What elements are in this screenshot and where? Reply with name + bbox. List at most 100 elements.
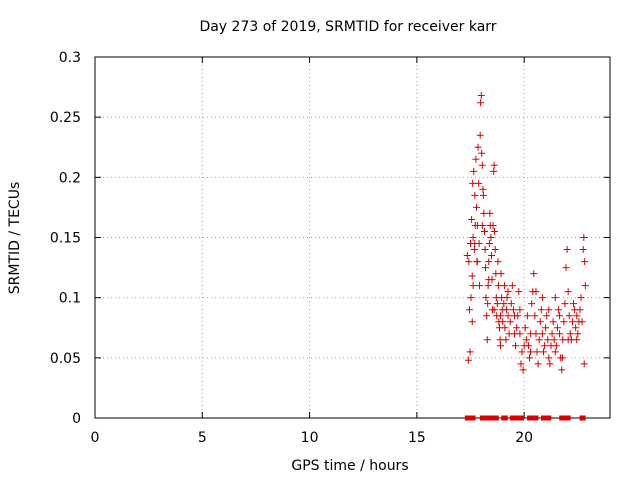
y-tick-label: 0.3 bbox=[59, 50, 81, 66]
data-point-mark bbox=[533, 348, 541, 356]
data-point-mark bbox=[469, 282, 477, 290]
zero-point-mark bbox=[530, 415, 536, 421]
data-point-mark bbox=[532, 288, 540, 296]
data-point-mark bbox=[535, 336, 543, 344]
y-tick-label: 0.05 bbox=[50, 351, 81, 367]
data-point-mark bbox=[564, 288, 572, 296]
data-point-mark bbox=[480, 209, 488, 217]
zero-point-mark bbox=[580, 415, 586, 421]
data-point-mark bbox=[506, 318, 514, 326]
zero-point-mark bbox=[540, 415, 546, 421]
zero-point-mark bbox=[527, 415, 533, 421]
data-point-mark bbox=[528, 300, 536, 308]
data-point-mark bbox=[485, 240, 493, 248]
x-tick-label: 10 bbox=[301, 430, 319, 446]
data-point-mark bbox=[476, 282, 484, 290]
data-point-mark bbox=[570, 300, 578, 308]
y-axis-label: SRMTID / TECUs bbox=[7, 182, 23, 295]
data-point-mark bbox=[572, 324, 580, 332]
data-point-mark bbox=[497, 342, 505, 350]
data-point-mark bbox=[550, 336, 558, 344]
data-point-mark bbox=[475, 179, 483, 187]
data-point-mark bbox=[481, 246, 489, 254]
zero-point-mark bbox=[533, 415, 539, 421]
data-point-mark bbox=[502, 336, 510, 344]
data-point-mark bbox=[543, 312, 551, 320]
data-point-mark bbox=[563, 246, 571, 254]
data-point-mark bbox=[516, 330, 524, 338]
data-point-mark bbox=[524, 342, 532, 350]
data-point-mark bbox=[513, 324, 521, 332]
data-point-mark bbox=[538, 294, 546, 302]
zero-point-mark bbox=[489, 415, 495, 421]
data-point-mark bbox=[504, 312, 512, 320]
data-point-mark bbox=[537, 306, 545, 314]
data-point-mark bbox=[470, 167, 478, 175]
data-point-mark bbox=[491, 246, 499, 254]
data-point-mark bbox=[466, 348, 474, 356]
data-point-mark bbox=[478, 149, 486, 157]
data-point-mark bbox=[465, 306, 473, 314]
data-point-mark bbox=[493, 300, 501, 308]
data-point-mark bbox=[491, 227, 499, 235]
zero-point-mark bbox=[502, 415, 508, 421]
zero-point-mark bbox=[485, 415, 491, 421]
data-point-mark bbox=[468, 215, 476, 223]
data-point-mark bbox=[553, 324, 561, 332]
data-point-mark bbox=[545, 306, 553, 314]
data-point-mark bbox=[494, 282, 502, 290]
data-point-mark bbox=[546, 360, 554, 368]
data-point-mark bbox=[532, 330, 540, 338]
x-tick-label: 20 bbox=[515, 430, 533, 446]
data-point-mark bbox=[488, 252, 496, 260]
data-point-mark bbox=[536, 318, 544, 326]
data-point-mark bbox=[527, 348, 535, 356]
data-point-mark bbox=[478, 161, 486, 169]
data-point-mark bbox=[530, 270, 538, 278]
zero-point-mark bbox=[479, 415, 485, 421]
data-point-mark bbox=[576, 306, 584, 314]
data-point-mark bbox=[468, 272, 476, 280]
x-tick-label: 5 bbox=[198, 430, 207, 446]
data-point-mark bbox=[581, 282, 589, 290]
data-point-mark bbox=[489, 221, 497, 229]
data-point-mark bbox=[470, 246, 478, 254]
data-point-mark bbox=[477, 99, 485, 107]
data-point-mark bbox=[490, 306, 498, 314]
y-tick-label: 0 bbox=[72, 411, 81, 427]
data-point-mark bbox=[558, 354, 566, 362]
data-point-mark bbox=[477, 92, 485, 100]
data-point-mark bbox=[504, 288, 512, 296]
data-point-mark bbox=[573, 312, 581, 320]
data-point-mark bbox=[515, 288, 523, 296]
data-point-mark bbox=[517, 360, 525, 368]
y-tick-labels: 0 0.05 0.1 0.15 0.2 0.25 0.3 bbox=[50, 50, 81, 427]
data-point-mark bbox=[561, 300, 569, 308]
plot-frame bbox=[94, 56, 611, 419]
zero-point-mark bbox=[512, 415, 518, 421]
data-point-mark bbox=[465, 258, 473, 266]
data-point-mark bbox=[484, 300, 492, 308]
data-point-mark bbox=[542, 324, 550, 332]
zero-point-mark bbox=[470, 415, 476, 421]
data-point-mark bbox=[579, 246, 587, 254]
data-point-mark bbox=[487, 234, 495, 241]
data-point-mark bbox=[509, 306, 517, 314]
data-point-mark bbox=[464, 356, 472, 364]
data-point-mark bbox=[531, 312, 539, 320]
data-point-mark bbox=[555, 306, 562, 314]
zero-point-mark bbox=[546, 415, 552, 421]
data-point-mark bbox=[507, 300, 515, 308]
data-point-mark bbox=[485, 258, 493, 266]
data-point-mark bbox=[574, 330, 582, 338]
data-point-mark bbox=[474, 143, 482, 151]
data-point-mark bbox=[560, 318, 568, 326]
x-tick-labels: 0 5 10 15 20 bbox=[91, 430, 534, 446]
data-point-mark bbox=[500, 300, 508, 308]
data-point-mark bbox=[468, 318, 476, 326]
data-point-mark bbox=[573, 336, 581, 344]
data-point-mark bbox=[552, 342, 560, 350]
data-point-mark bbox=[472, 155, 480, 163]
zero-point-mark bbox=[519, 415, 525, 421]
data-point-mark bbox=[471, 240, 479, 248]
